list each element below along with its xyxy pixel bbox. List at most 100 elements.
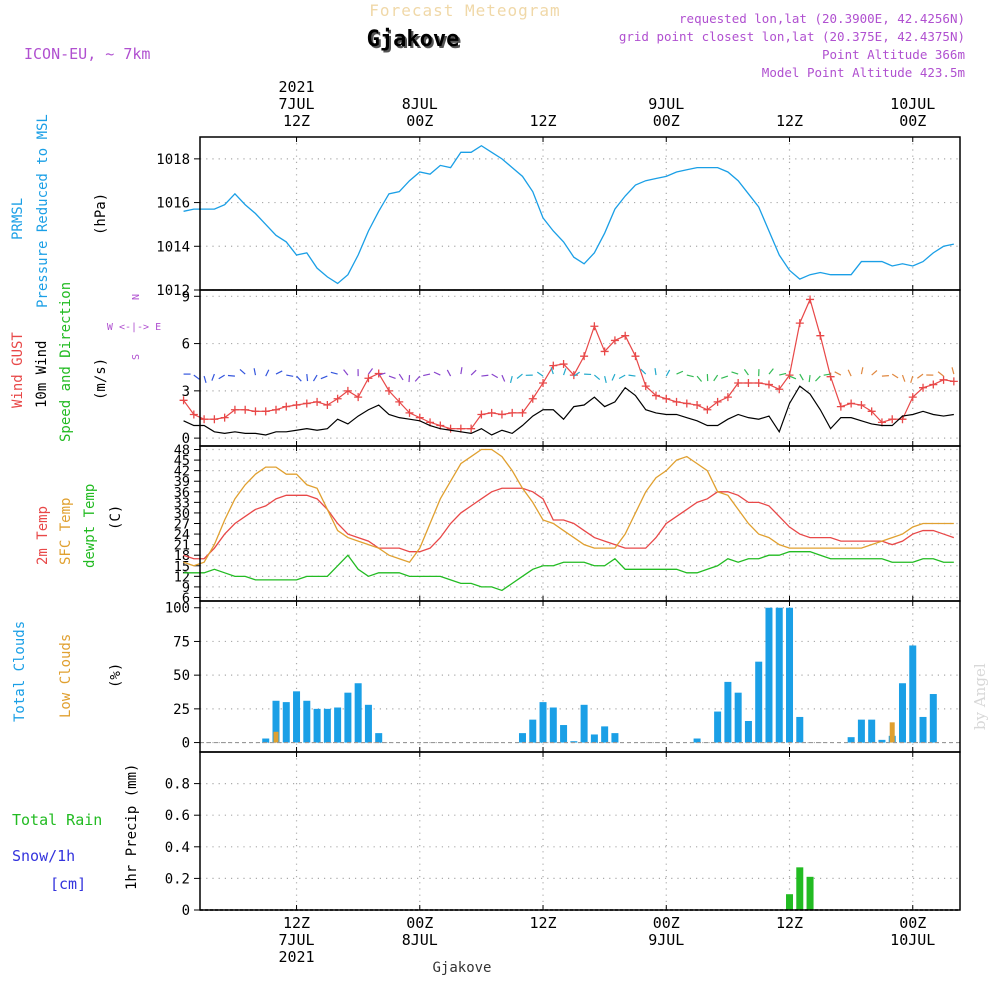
clouds-side-labels: Total Clouds Low Clouds (%) [12, 621, 124, 722]
total-clouds-bar [334, 707, 342, 743]
bottom-time-label: 12Z [283, 914, 310, 932]
wind-direction-arrow [275, 370, 283, 375]
wind-gust-point [672, 397, 681, 406]
wind-direction-arrow [378, 372, 386, 376]
wind-gust-point [610, 336, 619, 345]
temp-2m-label: 2m Temp [35, 506, 51, 565]
y-tick-label: 18 [174, 548, 190, 564]
total-clouds-bar [898, 683, 906, 743]
wind-gust-point [867, 407, 876, 416]
bottom-time-label: 00Z [406, 914, 433, 932]
wind-gust-point [446, 424, 455, 433]
top-time-label: 7JUL [278, 95, 314, 113]
footer-location: Gjakove [432, 960, 491, 976]
bottom-time-label: 00Z [899, 914, 926, 932]
wind-gust-point [590, 322, 599, 331]
pressure-msl-label: Pressure Reduced to MSL [35, 114, 51, 308]
total-clouds-bar [601, 726, 609, 743]
wind-gust-point [189, 410, 198, 419]
wind-direction-arrow [218, 374, 225, 380]
wind-side-labels: Wind GUST 10m Wind Speed and Direction (… [10, 282, 161, 442]
rain-bar [796, 867, 804, 910]
bottom-time-label: 10JUL [890, 931, 935, 949]
pressure-frame [199, 136, 961, 291]
wind-gust-point [888, 415, 897, 424]
wind-direction-arrow [779, 372, 787, 376]
compass-n: N [131, 294, 142, 300]
wind-gust-point [508, 408, 517, 417]
wind-gust-point [744, 378, 753, 387]
wind-gust-point [723, 393, 732, 402]
wind-gust-point [374, 369, 383, 378]
total-clouds-bar [878, 739, 886, 743]
total-clouds-bar [282, 702, 290, 743]
total-clouds-bar [714, 711, 722, 743]
wind-direction-arrow [343, 369, 349, 376]
wind-direction-arrow [306, 374, 309, 382]
wind-gust-point [826, 372, 835, 381]
total-clouds-bar [303, 700, 311, 743]
wind-gust-point [405, 408, 414, 417]
y-tick-label: 1018 [156, 152, 190, 168]
total-clouds-bar [919, 716, 927, 743]
wind-direction-arrow [743, 369, 749, 376]
wind-direction-arrow [573, 371, 580, 377]
wind-direction-arrow [550, 367, 554, 375]
y-tick-label: 0.2 [165, 871, 190, 887]
wind-direction-arrow [367, 368, 374, 375]
y-tick-label: 27 [174, 517, 190, 533]
total-clouds-bar [734, 692, 742, 743]
wind-gust-point [806, 295, 815, 304]
wind-direction-arrow [951, 367, 955, 375]
wind-gust-point [261, 407, 270, 416]
wind-gust-point [364, 374, 373, 383]
wind-gust-point [631, 352, 640, 361]
wind-gust-point [682, 399, 691, 408]
point-altitude: Point Altitude 366m [822, 47, 965, 62]
total-clouds-bar [796, 716, 804, 743]
wind-gust-point [220, 413, 229, 422]
precip-frame [199, 751, 961, 911]
wind-gust-point [569, 371, 578, 380]
temp-sfc-line [183, 448, 954, 567]
y-tick-label: 39 [174, 474, 190, 490]
y-tick-label: 9 [182, 580, 190, 596]
wind-direction-arrow [640, 368, 647, 375]
wind-gust-point [323, 401, 332, 410]
wind-direction-arrow [481, 374, 489, 377]
forecast-title: Forecast Meteogram [369, 1, 560, 20]
temp-dewpt-line [183, 551, 954, 592]
bottom-time-label: 12Z [776, 914, 803, 932]
wind-gust-point [549, 361, 558, 370]
wind-direction-arrow [193, 374, 200, 380]
total-clouds-bar [375, 733, 383, 743]
total-clouds-bar [344, 692, 352, 743]
y-tick-label: 1016 [156, 196, 190, 212]
wind-direction-arrow [789, 375, 797, 380]
wind-gust-point [497, 410, 506, 419]
total-clouds-bar [868, 719, 876, 743]
pressure-panel: 1012 1014 1016 1018 [156, 136, 961, 299]
top-time-label: 10JUL [890, 95, 935, 113]
wind-direction-arrow [917, 373, 924, 379]
total-clouds-bar [847, 737, 855, 743]
total-clouds-bar [323, 708, 331, 743]
total-clouds-bar [929, 694, 937, 743]
wind-gust-point [282, 402, 291, 411]
wind-direction-arrow [799, 373, 804, 381]
wind-direction-arrow [296, 375, 302, 382]
wind-direction-arrow [665, 369, 671, 377]
wind-gust-point [908, 393, 917, 402]
y-tick-label: 1014 [156, 239, 190, 255]
wind-gust-point [929, 380, 938, 389]
wind-gust-label: Wind GUST [10, 332, 26, 408]
wind-direction-arrow [312, 374, 318, 382]
wind-gust-point [764, 380, 773, 389]
y-tick-label: 50 [173, 668, 190, 684]
wind-unit: (m/s) [93, 358, 109, 400]
wind-direction-arrow [227, 374, 235, 377]
wind-direction-arrow [713, 374, 719, 382]
temp-unit: (C) [108, 505, 124, 530]
